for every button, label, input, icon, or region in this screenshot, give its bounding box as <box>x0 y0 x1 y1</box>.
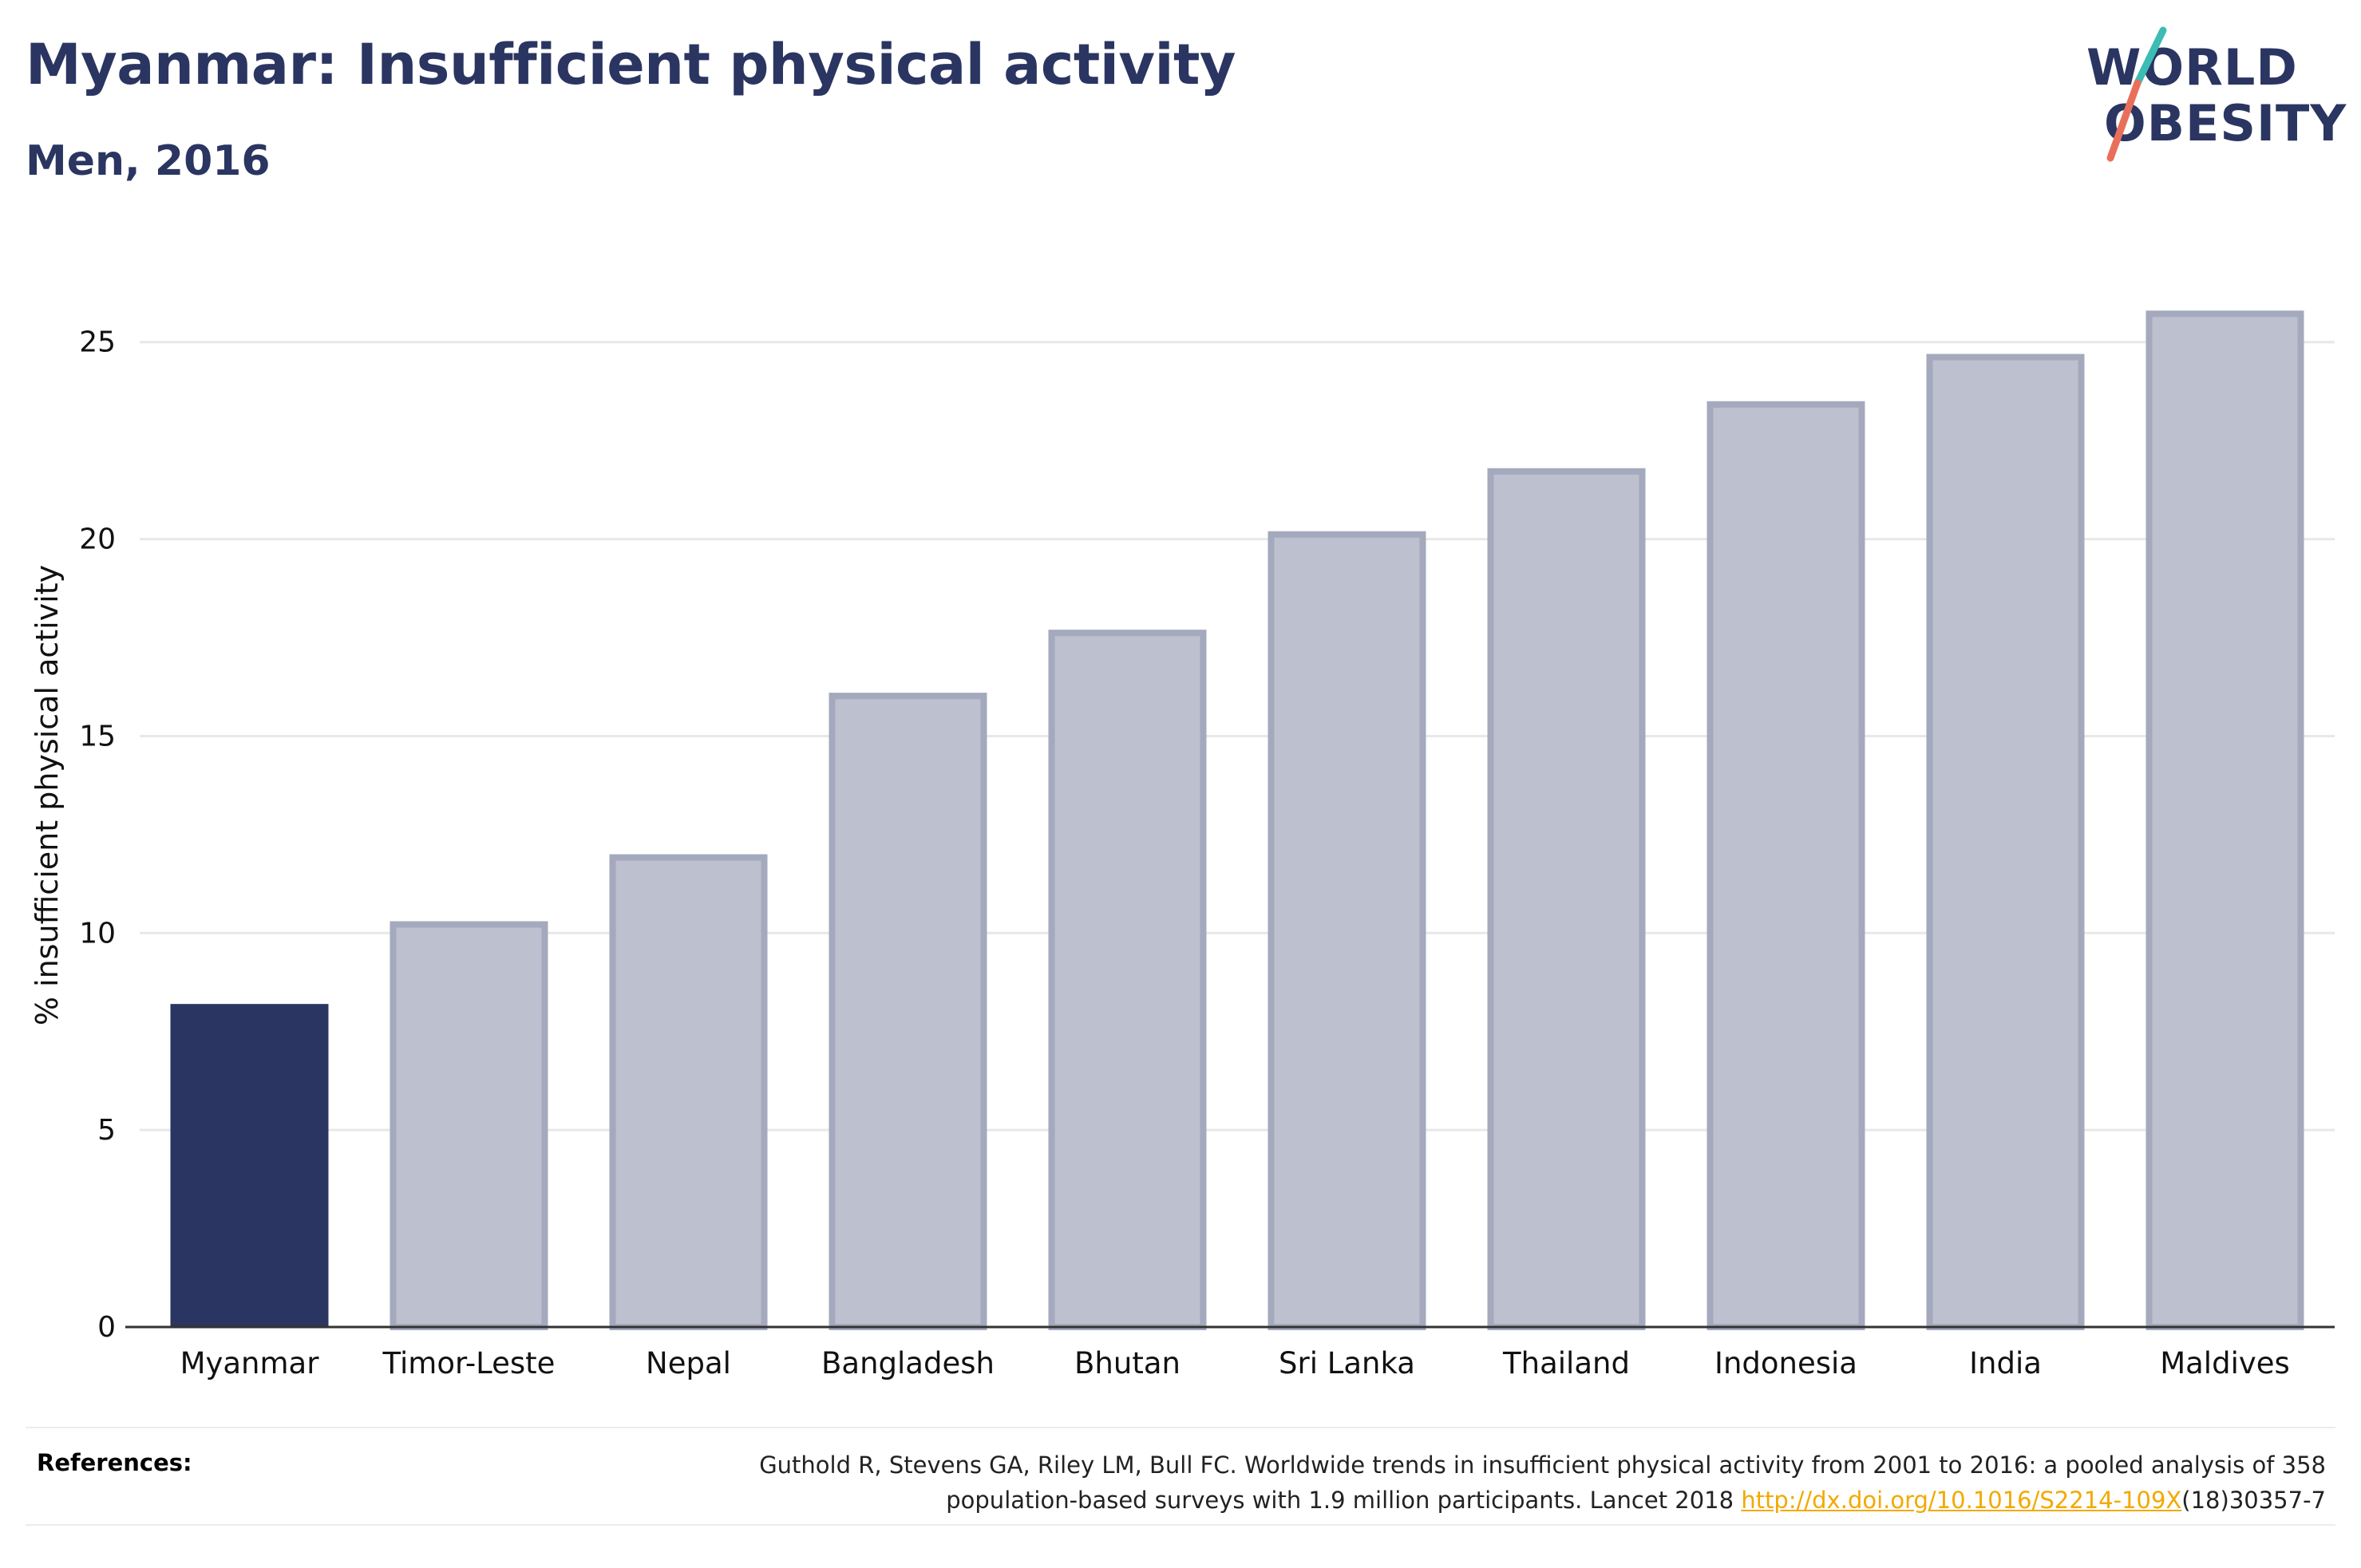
x-tick-label: Indonesia <box>1714 1346 1857 1380</box>
bar-timor-leste <box>390 921 548 1331</box>
x-tick-label: Nepal <box>646 1346 731 1380</box>
y-tick-label: 25 <box>79 326 116 359</box>
chart-subtitle: Men, 2016 <box>26 137 271 185</box>
y-tick-label: 15 <box>79 720 116 752</box>
references-label: References: <box>37 1449 192 1476</box>
y-tick-label: 5 <box>97 1114 116 1147</box>
y-tick-label: 20 <box>79 523 116 556</box>
references-line-2-prefix: population-based surveys with 1.9 millio… <box>946 1487 1742 1514</box>
bar-thailand <box>1487 468 1646 1330</box>
bar-india <box>1926 353 2085 1330</box>
x-tick-label: Myanmar <box>180 1346 320 1380</box>
references-line-1: Guthold R, Stevens GA, Riley LM, Bull FC… <box>759 1451 2326 1479</box>
x-tick-label: Bhutan <box>1074 1346 1180 1380</box>
x-tick-label: Thailand <box>1502 1346 1630 1380</box>
bar-bhutan <box>1048 630 1207 1330</box>
bar-myanmar <box>170 1004 329 1327</box>
y-axis-label: % insufficient physical activity <box>30 565 65 1025</box>
references-divider-bottom <box>26 1524 2335 1526</box>
x-tick-label: Maldives <box>2160 1346 2290 1380</box>
x-tick-label: Sri Lanka <box>1279 1346 1415 1380</box>
y-tick-label: 0 <box>97 1311 116 1344</box>
logo-line-2: OBESITY <box>2104 94 2347 152</box>
logo-line-1: WORLD <box>2086 38 2298 97</box>
logo-slash-icon <box>2106 26 2167 162</box>
references-divider-top <box>26 1427 2335 1428</box>
bar-bangladesh <box>829 693 987 1330</box>
y-tick-label: 10 <box>79 917 116 950</box>
x-tick-label: Bangladesh <box>821 1346 995 1380</box>
references-doi-link[interactable]: http://dx.doi.org/10.1016/S2214-109X <box>1741 1487 2182 1514</box>
world-obesity-logo: WORLD OBESITY <box>2075 24 2347 168</box>
bar-nepal <box>609 854 768 1330</box>
bar-sri-lanka <box>1268 531 1426 1330</box>
bar-indonesia <box>1706 401 1865 1331</box>
x-tick-label: Timor-Leste <box>382 1346 556 1380</box>
x-tick-label: India <box>1969 1346 2042 1380</box>
chart-title: Myanmar: Insufficient physical activity <box>26 32 1236 97</box>
references-text: Guthold R, Stevens GA, Riley LM, Bull FC… <box>490 1448 2326 1518</box>
bar-maldives <box>2145 310 2304 1331</box>
references-line-2-suffix: (18)30357-7 <box>2181 1487 2326 1514</box>
bar-chart: 0 5 10 15 20 25 % insufficient physical activi… <box>30 310 2335 1380</box>
